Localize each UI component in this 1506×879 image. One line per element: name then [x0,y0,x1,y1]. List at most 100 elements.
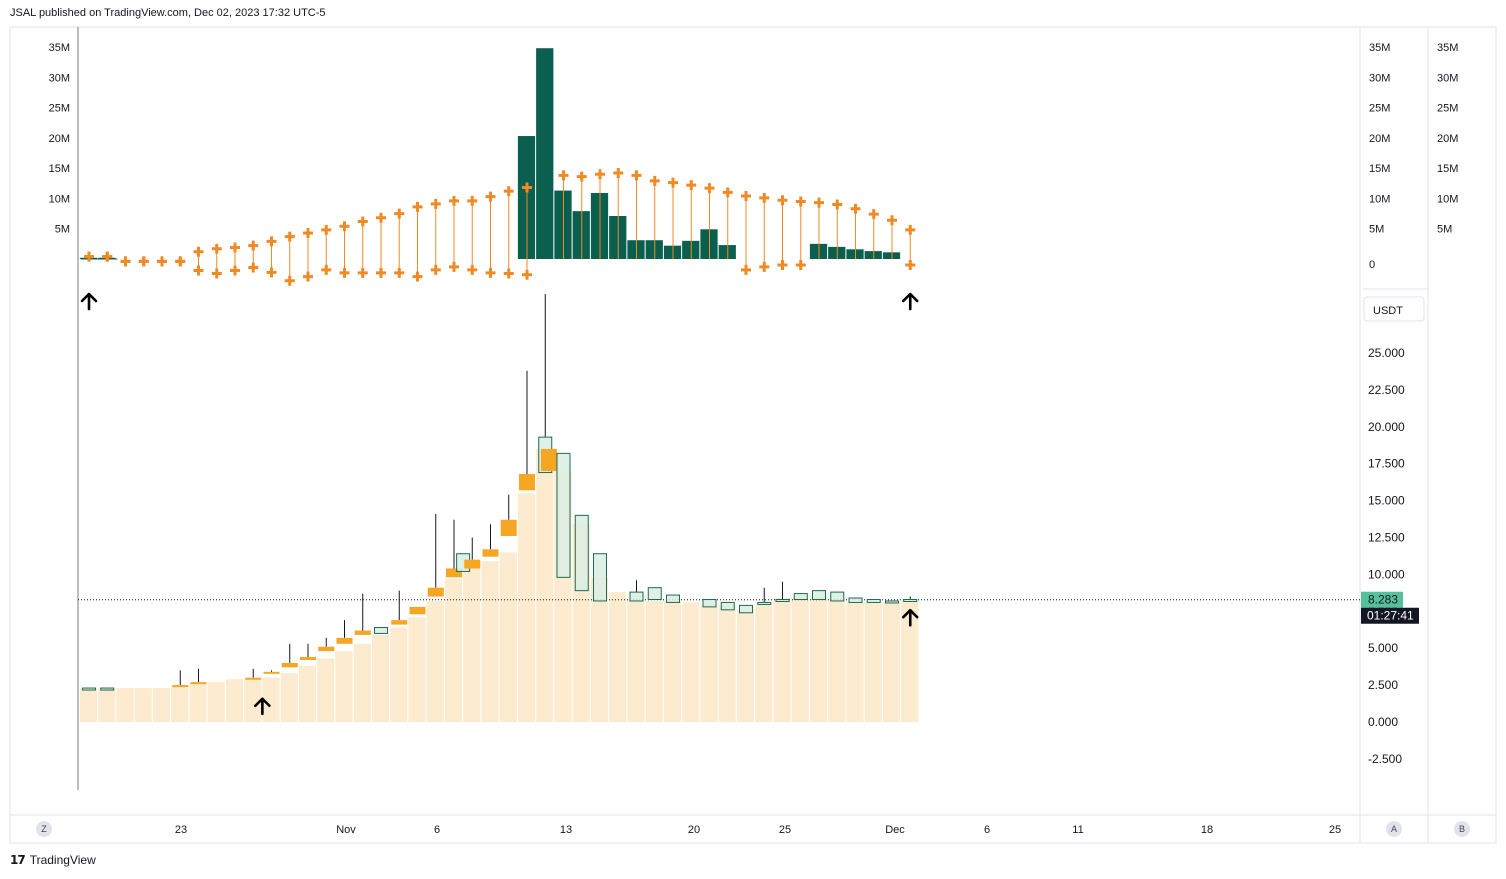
volume-band-marker [759,261,770,272]
candle-body-green [629,591,644,602]
volume-band-marker [138,256,149,267]
candle-body-green [757,601,772,605]
countdown-badge [1361,607,1419,624]
volume-bar [536,48,554,260]
area-step [298,665,317,722]
area-step [444,578,463,722]
currency-label: USDT [1373,305,1403,317]
volume-band-marker [522,182,532,193]
volume-band-marker [394,208,405,219]
area-step [408,617,426,722]
price-scale-auto-button[interactable]: A [1386,821,1402,837]
volume-band-marker [394,267,405,278]
volume-band-marker [102,251,113,262]
candle-body-green [574,514,589,592]
price-tick: 20.000 [1368,420,1405,434]
area-step [536,448,554,722]
last-price-badge [1361,591,1403,608]
area-step [864,602,882,722]
volume-band-marker [120,256,131,267]
volume-band-marker [284,275,295,286]
candle-body-green [793,593,808,600]
area-step [79,688,98,722]
volume-band-marker [266,267,277,278]
area-step [171,686,189,722]
volume-band-marker [211,268,222,279]
volume-right-tick: 15M [1369,163,1390,175]
volume-band-marker [503,186,514,197]
volume-band-marker [357,216,368,227]
area-step [116,688,134,722]
volume-band-marker [266,236,277,247]
volume-right2-tick: 25M [1437,103,1458,115]
candle-body-orange [336,637,353,644]
area-step [371,634,390,722]
candle-body-green [100,687,115,691]
candle-body-orange [263,671,280,674]
volume-right2-tick: 30M [1437,72,1458,84]
price-tick: 12.500 [1368,531,1405,545]
volume-band-marker [467,195,478,206]
candle-body-orange [519,474,535,491]
area-step [463,568,481,722]
volume-band-marker [887,215,897,226]
time-tick: 23 [175,824,187,836]
time-tick: 13 [560,824,572,836]
volume-right2-tick: 5M [1437,224,1452,236]
volume-right2-tick: 10M [1437,193,1458,205]
candle-body-green [666,594,680,603]
volume-band-marker [522,269,532,280]
area-step [645,600,663,722]
volume-band-marker [211,243,222,254]
volume-band-marker [759,192,770,203]
volume-band-marker [193,246,204,257]
volume-band-marker [157,256,167,267]
volume-band-marker [303,227,313,238]
volume-band-marker [467,264,478,275]
candle-body-orange [300,657,316,661]
publish-info: JSAL published on TradingView.com, Dec 0… [10,7,326,19]
volume-band-marker [449,195,459,206]
time-tick: 25 [779,824,791,836]
candle-body-green [903,598,918,602]
volume-left-tick: 15M [49,163,70,175]
volume-band-marker [777,260,788,271]
candle-body-green [593,553,607,602]
time-tick: Dec [885,824,905,836]
price-tick: 10.000 [1368,567,1405,581]
volume-right2-tick: 35M [1437,42,1458,54]
volume-band-marker [558,170,569,181]
volume-band-marker [613,167,624,178]
area-step [901,600,919,722]
volume-band-marker [741,264,751,275]
candle-body-orange [190,682,207,685]
volume-band-marker [175,256,186,267]
area-step [98,688,116,722]
tradingview-logo-icon: 17 [10,853,26,867]
candle-body-green [812,590,826,600]
volume-band-marker [649,175,660,186]
area-step [225,679,244,722]
price-tick: 15.000 [1368,494,1405,508]
left-axis-button[interactable]: Z [36,821,52,837]
candle-body-orange [409,606,426,615]
volume-band-marker [595,169,605,180]
time-tick: 6 [984,824,990,836]
volume-band-marker [485,191,496,202]
volume-band-marker [230,242,240,253]
volume-band-marker [795,196,806,207]
candle-body-green [885,600,899,604]
signal-arrow-icon [80,292,98,311]
area-step [152,688,171,722]
candle-body-orange [318,646,335,652]
candle-body-orange [464,559,481,569]
volume-band-marker [248,262,259,273]
area-step [280,673,298,722]
volume-band-marker [485,267,496,278]
price-tick: 2.500 [1368,678,1398,692]
brand-name: TradingView [29,853,96,867]
tradingview-brand[interactable]: 17 TradingView [10,853,96,867]
volume-band-marker [722,187,733,198]
second-scale-button[interactable]: B [1454,821,1470,837]
